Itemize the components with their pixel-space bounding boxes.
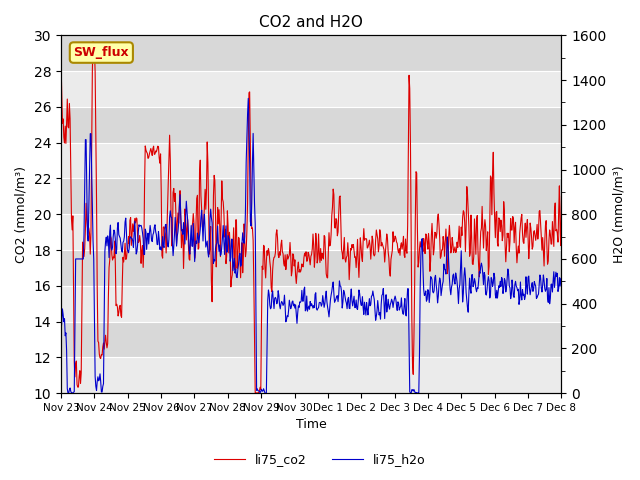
Bar [61,357,561,393]
Bar [61,250,561,286]
Y-axis label: H2O (mmol/m³): H2O (mmol/m³) [612,166,625,263]
li75_co2 [388,252,396,258]
Bar [61,286,561,322]
li75_co2 [557,194,565,200]
li75_co2 [66,116,74,121]
Y-axis label: CO2 (mmol/m³): CO2 (mmol/m³) [15,166,28,263]
li75_h2o [557,282,565,288]
li75_h2o [244,96,252,101]
Bar [61,322,561,357]
X-axis label: Time: Time [296,419,326,432]
Line: li75_co2: li75_co2 [61,42,561,393]
li75_h2o [388,296,396,302]
li75_h2o [169,253,177,259]
li75_co2 [196,169,204,175]
Bar [61,143,561,179]
li75_h2o [64,390,72,396]
li75_co2 [118,281,126,287]
li75_co2 [169,190,177,195]
li75_co2 [57,59,65,64]
li75_co2 [89,39,97,45]
li75_h2o [118,249,126,255]
Bar [61,179,561,214]
Bar [61,71,561,107]
Bar [61,36,561,71]
li75_h2o [57,326,65,332]
li75_co2 [252,390,259,396]
Bar [61,107,561,143]
li75_h2o [373,308,381,314]
Line: li75_h2o: li75_h2o [61,98,561,393]
li75_co2 [373,232,381,238]
li75_h2o [67,388,75,394]
Text: SW_flux: SW_flux [74,46,129,59]
Legend: li75_co2, li75_h2o: li75_co2, li75_h2o [209,448,431,471]
Title: CO2 and H2O: CO2 and H2O [259,15,363,30]
Bar [61,214,561,250]
li75_h2o [196,233,204,239]
